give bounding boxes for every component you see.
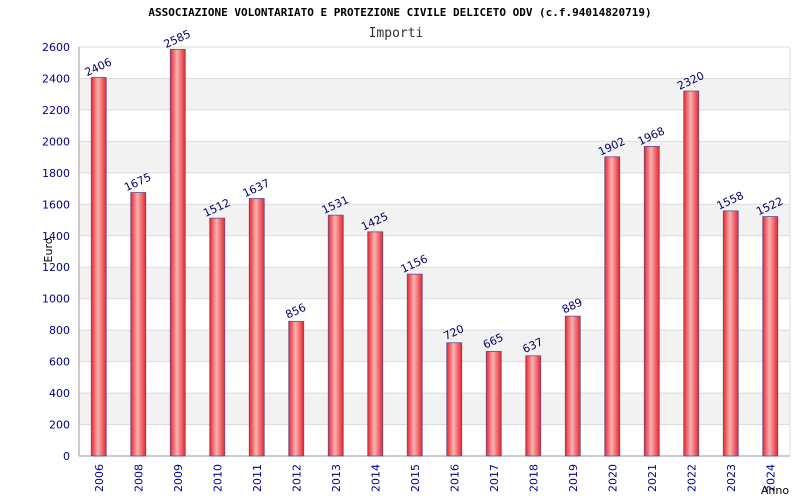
y-tick-label: 400 — [49, 387, 70, 400]
x-tick-label: 2010 — [211, 464, 224, 492]
bar — [762, 216, 779, 457]
chart-subtitle: Importi — [369, 26, 424, 41]
x-tick-label: 2021 — [646, 464, 659, 492]
data-label: 856 — [284, 301, 309, 322]
x-tick-label: 2022 — [685, 464, 698, 492]
plot-bands — [79, 78, 790, 425]
bar — [604, 156, 621, 457]
bar — [90, 77, 107, 457]
x-axis-ticks: 2006 2008 2009 2010 2011 2012 2013 2014 2015 2016… — [93, 464, 778, 492]
plot-band — [79, 330, 790, 362]
bar — [525, 355, 542, 457]
x-tick-label: 2023 — [725, 464, 738, 492]
x-axis-label: Anno — [761, 484, 789, 497]
x-tick-label: 2017 — [488, 464, 501, 492]
data-label: 1637 — [241, 177, 272, 201]
bar — [130, 192, 147, 457]
x-tick-label: 2008 — [132, 464, 145, 492]
plot-band — [79, 204, 790, 236]
bars — [90, 48, 779, 457]
y-tick-label: 1400 — [42, 230, 70, 243]
y-tick-label: 1000 — [42, 293, 70, 306]
bar — [722, 210, 739, 457]
bar — [564, 315, 581, 457]
x-tick-label: 2018 — [527, 464, 540, 492]
bar — [288, 320, 305, 457]
plot-band — [79, 267, 790, 299]
x-tick-label: 2012 — [290, 464, 303, 492]
y-tick-label: 0 — [63, 450, 70, 463]
x-tick-label: 2014 — [369, 464, 382, 492]
data-label: 1675 — [122, 171, 153, 195]
bar — [406, 273, 423, 457]
bar — [485, 350, 502, 457]
y-tick-label: 2600 — [42, 41, 70, 54]
y-axis-ticks: 0 200 400 600 800 1000 1200 1400 1600 1800 2000 220… — [42, 41, 70, 463]
x-tick-label: 2016 — [448, 464, 461, 492]
y-tick-label: 2200 — [42, 104, 70, 117]
x-tick-label: 2024 — [764, 464, 777, 492]
x-tick-label: 2006 — [93, 464, 106, 492]
bar — [327, 214, 344, 457]
x-tick-label: 2020 — [606, 464, 619, 492]
x-tick-label: 2015 — [409, 464, 422, 492]
bar — [169, 48, 186, 457]
bar — [683, 90, 700, 457]
y-axis-label: Euro — [42, 237, 55, 262]
y-tick-label: 2400 — [42, 72, 70, 85]
bar — [367, 231, 384, 457]
plot-band — [79, 141, 790, 173]
y-tick-label: 2000 — [42, 135, 70, 148]
plot-band — [79, 393, 790, 425]
y-tick-label: 800 — [49, 324, 70, 337]
x-tick-label: 2011 — [251, 464, 264, 492]
bar — [643, 146, 660, 457]
grid-lines — [78, 46, 791, 457]
x-tick-label: 2019 — [567, 464, 580, 492]
y-tick-label: 1200 — [42, 261, 70, 274]
y-tick-label: 1800 — [42, 167, 70, 180]
x-tick-label: 2013 — [330, 464, 343, 492]
x-tick-label: 2009 — [172, 464, 185, 492]
y-tick-label: 600 — [49, 356, 70, 369]
chart-title: ASSOCIAZIONE VOLONTARIATO E PROTEZIONE C… — [148, 6, 651, 19]
y-tick-label: 1600 — [42, 198, 70, 211]
y-tick-label: 200 — [49, 419, 70, 432]
data-label: 2406 — [83, 56, 114, 80]
bar — [209, 217, 226, 457]
plot-band — [79, 78, 790, 110]
bar — [248, 198, 265, 457]
bar — [446, 342, 463, 457]
